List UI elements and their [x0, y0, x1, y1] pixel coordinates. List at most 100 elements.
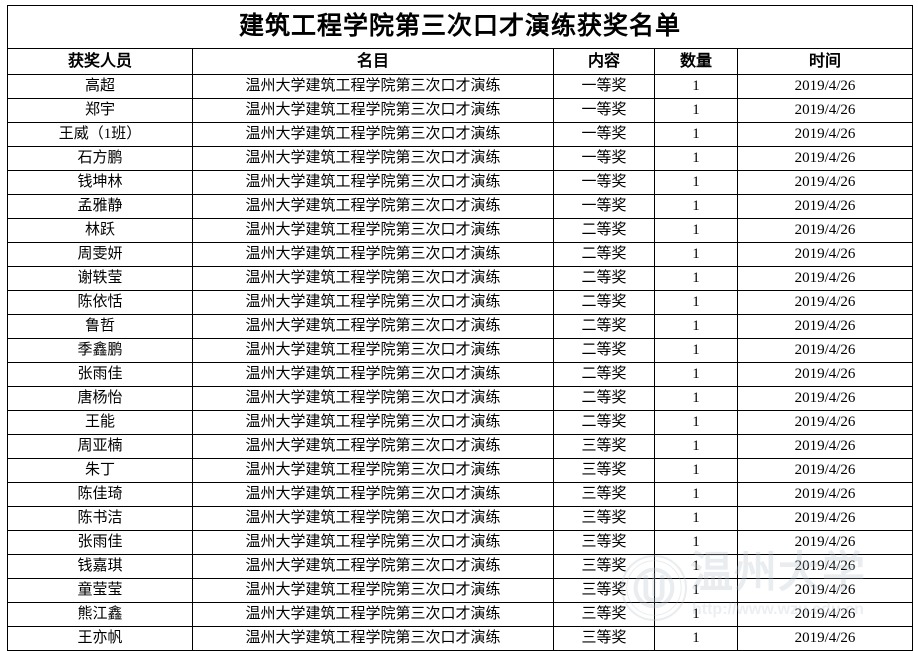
cell-title: 温州大学建筑工程学院第三次口才演练	[192, 530, 554, 555]
cell-name: 谢轶莹	[7, 266, 193, 291]
cell-qty: 1	[654, 602, 738, 627]
cell-title: 温州大学建筑工程学院第三次口才演练	[192, 338, 554, 363]
cell-award: 二等奖	[553, 290, 655, 315]
cell-name: 张雨佳	[7, 362, 193, 387]
award-table-body: 建筑工程学院第三次口才演练获奖名单 获奖人员 名目 内容 数量 时间 高超 温州大…	[6, 5, 914, 651]
cell-award: 二等奖	[553, 410, 655, 435]
cell-name: 季鑫鹏	[7, 338, 193, 363]
cell-date: 2019/4/26	[736, 458, 914, 483]
column-header-award: 内容	[553, 48, 655, 75]
cell-qty: 1	[654, 170, 738, 195]
table-row: 周亚楠 温州大学建筑工程学院第三次口才演练 三等奖 1 2019/4/26	[7, 434, 914, 459]
cell-qty: 1	[654, 362, 738, 387]
cell-award: 三等奖	[553, 530, 655, 555]
cell-title: 温州大学建筑工程学院第三次口才演练	[192, 578, 554, 603]
cell-date: 2019/4/26	[736, 434, 914, 459]
cell-qty: 1	[654, 506, 738, 531]
cell-award: 一等奖	[553, 170, 655, 195]
cell-date: 2019/4/26	[736, 386, 914, 411]
cell-name: 陈佳琦	[7, 482, 193, 507]
table-row: 孟雅静 温州大学建筑工程学院第三次口才演练 一等奖 1 2019/4/26	[7, 194, 914, 219]
cell-title: 温州大学建筑工程学院第三次口才演练	[192, 362, 554, 387]
table-row: 林跃 温州大学建筑工程学院第三次口才演练 二等奖 1 2019/4/26	[7, 218, 914, 243]
cell-date: 2019/4/26	[736, 554, 914, 579]
column-header-date: 时间	[736, 48, 914, 75]
table-row: 季鑫鹏 温州大学建筑工程学院第三次口才演练 二等奖 1 2019/4/26	[7, 338, 914, 363]
cell-qty: 1	[654, 266, 738, 291]
cell-qty: 1	[654, 338, 738, 363]
table-row: 王威（1班） 温州大学建筑工程学院第三次口才演练 一等奖 1 2019/4/26	[7, 122, 914, 147]
column-header-name: 获奖人员	[7, 48, 193, 75]
cell-qty: 1	[654, 218, 738, 243]
award-table: 建筑工程学院第三次口才演练获奖名单 获奖人员 名目 内容 数量 时间 高超 温州大…	[6, 5, 914, 651]
cell-qty: 1	[654, 482, 738, 507]
cell-award: 二等奖	[553, 338, 655, 363]
cell-title: 温州大学建筑工程学院第三次口才演练	[192, 74, 554, 99]
cell-title: 温州大学建筑工程学院第三次口才演练	[192, 626, 554, 651]
cell-award: 三等奖	[553, 602, 655, 627]
cell-name: 王亦帆	[7, 626, 193, 651]
cell-name: 陈依恬	[7, 290, 193, 315]
cell-award: 二等奖	[553, 386, 655, 411]
cell-date: 2019/4/26	[736, 266, 914, 291]
cell-award: 二等奖	[553, 314, 655, 339]
cell-title: 温州大学建筑工程学院第三次口才演练	[192, 266, 554, 291]
cell-qty: 1	[654, 146, 738, 171]
cell-award: 一等奖	[553, 74, 655, 99]
table-row: 陈佳琦 温州大学建筑工程学院第三次口才演练 三等奖 1 2019/4/26	[7, 482, 914, 507]
header-row: 获奖人员 名目 内容 数量 时间	[7, 48, 914, 75]
table-row: 陈书洁 温州大学建筑工程学院第三次口才演练 三等奖 1 2019/4/26	[7, 506, 914, 531]
cell-award: 一等奖	[553, 122, 655, 147]
cell-award: 三等奖	[553, 482, 655, 507]
cell-award: 三等奖	[553, 554, 655, 579]
cell-title: 温州大学建筑工程学院第三次口才演练	[192, 146, 554, 171]
cell-date: 2019/4/26	[736, 482, 914, 507]
table-row: 王亦帆 温州大学建筑工程学院第三次口才演练 三等奖 1 2019/4/26	[7, 626, 914, 651]
cell-name: 钱坤林	[7, 170, 193, 195]
cell-award: 三等奖	[553, 626, 655, 651]
cell-qty: 1	[654, 290, 738, 315]
cell-name: 石方鹏	[7, 146, 193, 171]
cell-name: 鲁哲	[7, 314, 193, 339]
table-row: 周雯妍 温州大学建筑工程学院第三次口才演练 二等奖 1 2019/4/26	[7, 242, 914, 267]
cell-title: 温州大学建筑工程学院第三次口才演练	[192, 194, 554, 219]
cell-title: 温州大学建筑工程学院第三次口才演练	[192, 170, 554, 195]
cell-title: 温州大学建筑工程学院第三次口才演练	[192, 218, 554, 243]
table-row: 谢轶莹 温州大学建筑工程学院第三次口才演练 二等奖 1 2019/4/26	[7, 266, 914, 291]
cell-date: 2019/4/26	[736, 410, 914, 435]
cell-name: 王威（1班）	[7, 122, 193, 147]
award-list-sheet: 建筑工程学院第三次口才演练获奖名单 获奖人员 名目 内容 数量 时间 高超 温州大…	[6, 5, 914, 651]
cell-title: 温州大学建筑工程学院第三次口才演练	[192, 386, 554, 411]
cell-qty: 1	[654, 434, 738, 459]
title-row: 建筑工程学院第三次口才演练获奖名单	[6, 5, 914, 49]
cell-qty: 1	[654, 626, 738, 651]
table-row: 高超 温州大学建筑工程学院第三次口才演练 一等奖 1 2019/4/26	[7, 74, 914, 99]
cell-qty: 1	[654, 242, 738, 267]
cell-title: 温州大学建筑工程学院第三次口才演练	[192, 602, 554, 627]
cell-award: 三等奖	[553, 434, 655, 459]
cell-qty: 1	[654, 386, 738, 411]
cell-name: 张雨佳	[7, 530, 193, 555]
cell-title: 温州大学建筑工程学院第三次口才演练	[192, 410, 554, 435]
cell-qty: 1	[654, 410, 738, 435]
cell-name: 童莹莹	[7, 578, 193, 603]
cell-name: 钱嘉琪	[7, 554, 193, 579]
column-header-title: 名目	[192, 48, 554, 75]
cell-award: 一等奖	[553, 146, 655, 171]
cell-name: 熊江鑫	[7, 602, 193, 627]
table-row: 鲁哲 温州大学建筑工程学院第三次口才演练 二等奖 1 2019/4/26	[7, 314, 914, 339]
cell-qty: 1	[654, 314, 738, 339]
cell-date: 2019/4/26	[736, 242, 914, 267]
column-header-qty: 数量	[654, 48, 738, 75]
table-row: 唐杨怡 温州大学建筑工程学院第三次口才演练 二等奖 1 2019/4/26	[7, 386, 914, 411]
cell-date: 2019/4/26	[736, 602, 914, 627]
cell-name: 孟雅静	[7, 194, 193, 219]
cell-qty: 1	[654, 122, 738, 147]
cell-name: 朱丁	[7, 458, 193, 483]
cell-title: 温州大学建筑工程学院第三次口才演练	[192, 554, 554, 579]
cell-name: 周亚楠	[7, 434, 193, 459]
cell-title: 温州大学建筑工程学院第三次口才演练	[192, 122, 554, 147]
cell-award: 二等奖	[553, 242, 655, 267]
cell-title: 温州大学建筑工程学院第三次口才演练	[192, 506, 554, 531]
table-row: 童莹莹 温州大学建筑工程学院第三次口才演练 三等奖 1 2019/4/26	[7, 578, 914, 603]
